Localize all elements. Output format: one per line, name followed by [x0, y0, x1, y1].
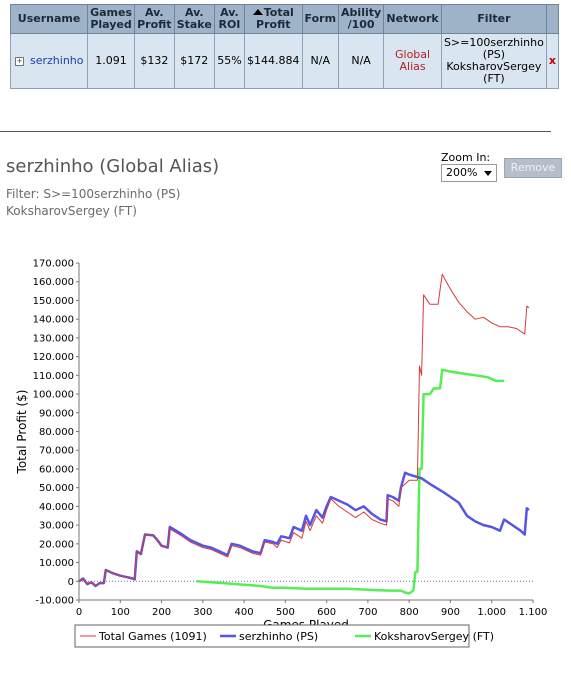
remove-button[interactable]: Remove [504, 158, 562, 178]
legend-box [74, 624, 470, 648]
x-tick-label: 0 [76, 607, 82, 618]
cell-games-played: 1.091 [87, 33, 136, 89]
zoom-label: Zoom In: [441, 151, 491, 164]
x-tick-label: 1.100 [519, 607, 548, 618]
y-tick-label: 70.000 [39, 446, 74, 457]
y-tick-label: 80.000 [39, 427, 74, 438]
y-tick-label: 130.000 [33, 333, 74, 344]
cell-av-stake: $172 [173, 33, 215, 89]
cell-av-profit: $132 [134, 33, 175, 89]
y-tick-label: 140.000 [33, 315, 74, 326]
stats-table: Username Games Played Av. Profit Av. Sta… [9, 4, 560, 89]
y-tick-label: 110.000 [33, 371, 74, 382]
cell-form: N/A [301, 33, 340, 89]
header-remove [545, 4, 560, 34]
y-tick-label: 50.000 [39, 483, 74, 494]
y-tick-label: 30.000 [39, 521, 74, 532]
header-av-stake[interactable]: Av. Stake [173, 4, 215, 34]
cell-ability: N/A [338, 33, 385, 89]
y-tick-label: 160.000 [33, 277, 74, 288]
header-av-roi[interactable]: Av. ROI [213, 4, 246, 34]
y-tick-label: 40.000 [39, 502, 74, 513]
y-tick-label: 100.000 [33, 390, 74, 401]
header-games-played[interactable]: Games Played [87, 4, 136, 34]
zoom-select-value: 200% [446, 166, 478, 179]
header-username[interactable]: Username [9, 4, 89, 34]
x-tick-label: 400 [235, 607, 254, 618]
x-tick-label: 800 [400, 607, 419, 618]
x-tick-label: 700 [358, 607, 377, 618]
x-tick-label: 900 [441, 607, 460, 618]
header-filter[interactable]: Filter [440, 4, 547, 34]
x-tick-label: 500 [276, 607, 295, 618]
y-tick-label: -10.000 [35, 596, 74, 607]
chart-title: serzhinho (Global Alias) [6, 156, 220, 177]
legend-entry: KoksharovSergey (FT) [374, 630, 494, 643]
y-tick-label: 120.000 [33, 352, 74, 363]
plot-area [79, 263, 533, 600]
cell-remove: x [545, 33, 560, 89]
y-tick-label: 0 [68, 577, 74, 588]
y-tick-label: 150.000 [33, 296, 74, 307]
x-tick-label: 300 [193, 607, 212, 618]
table-header-row: Username Games Played Av. Profit Av. Sta… [9, 4, 560, 34]
expand-icon[interactable]: + [15, 56, 24, 66]
table-row: + serzhinho 1.091 $132 $172 55% $144.884 … [9, 33, 560, 89]
y-tick-label: 10.000 [39, 558, 74, 569]
x-tick-label: 600 [317, 607, 336, 618]
cell-filter: S>=100serzhinho (PS) KoksharovSergey (FT… [440, 33, 547, 89]
username-link[interactable]: serzhinho [30, 54, 84, 67]
legend-entry: Total Games (1091) [98, 630, 207, 643]
x-tick-label: 200 [152, 607, 171, 618]
y-axis-label: Total Profit ($) [15, 390, 29, 475]
header-network[interactable]: Network [383, 4, 442, 34]
y-tick-label: 170.000 [33, 259, 74, 270]
y-tick-label: 60.000 [39, 464, 74, 475]
profit-chart: -10.000010.00020.00030.00040.00050.00060… [15, 259, 548, 648]
cell-total-profit: $144.884 [244, 33, 303, 89]
series-line-0 [78, 273, 530, 587]
header-ability[interactable]: Ability /100 [338, 4, 385, 34]
sort-up-arrow-icon [252, 9, 263, 15]
legend-entry: serzhinho (PS) [239, 630, 318, 643]
y-tick-label: 20.000 [39, 539, 74, 550]
network-link[interactable]: Global Alias [395, 48, 431, 73]
x-tick-label: 1.000 [477, 607, 506, 618]
chart-filter-text: Filter: S>=100serzhinho (PS) KoksharovSe… [6, 187, 181, 218]
chevron-down-icon [484, 171, 492, 176]
series-line-2 [196, 368, 505, 595]
remove-row-button[interactable]: x [548, 54, 556, 67]
cell-network: Global Alias [383, 33, 442, 89]
x-tick-label: 100 [111, 607, 130, 618]
cell-av-roi: 55% [213, 33, 246, 89]
cell-username: + serzhinho [9, 33, 89, 89]
zoom-select[interactable]: 200% [441, 164, 497, 182]
header-total-profit[interactable]: Total Profit [244, 4, 303, 34]
header-form[interactable]: Form [301, 4, 340, 34]
header-av-profit[interactable]: Av. Profit [134, 4, 175, 34]
section-divider [0, 131, 551, 132]
header-total-profit-label: Total Profit [256, 6, 294, 31]
y-tick-label: 90.000 [39, 408, 74, 419]
